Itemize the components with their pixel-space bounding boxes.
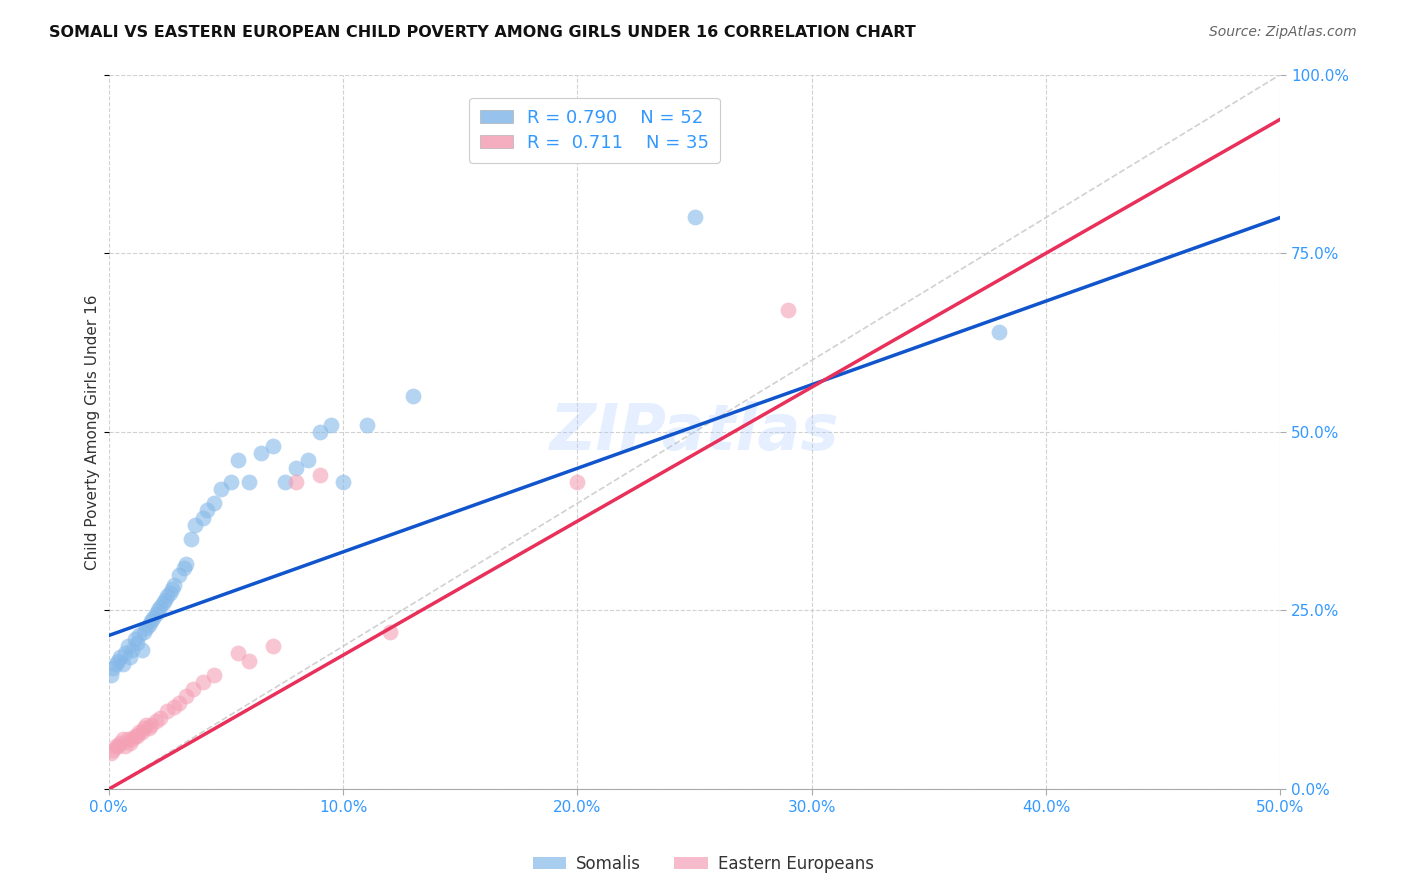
Point [402, 389, 425, 403]
Point [149, 711, 172, 725]
Point [209, 482, 232, 496]
Point [111, 732, 134, 747]
Point [131, 642, 153, 657]
Point [100, 747, 122, 761]
Point [202, 668, 225, 682]
Point [128, 725, 150, 739]
Text: ZIPatlas: ZIPatlas [550, 401, 839, 463]
Point [238, 475, 260, 489]
Point [173, 560, 195, 574]
Point [226, 646, 249, 660]
Point [142, 610, 165, 624]
Point [163, 700, 186, 714]
Point [104, 657, 127, 671]
Point [100, 668, 122, 682]
Point [139, 614, 162, 628]
Point [226, 453, 249, 467]
Point [250, 446, 273, 460]
Point [356, 417, 378, 432]
Point [181, 682, 204, 697]
Point [118, 649, 141, 664]
Point [163, 578, 186, 592]
Point [778, 303, 800, 318]
Point [195, 503, 218, 517]
Point [114, 646, 136, 660]
Point [121, 732, 143, 747]
Point [238, 653, 260, 667]
Point [156, 589, 179, 603]
Point [124, 729, 146, 743]
Point [132, 722, 155, 736]
Point [114, 739, 136, 754]
Point [174, 690, 197, 704]
Point [103, 660, 125, 674]
Point [156, 704, 179, 718]
Point [146, 603, 169, 617]
Point [145, 607, 167, 621]
Point [138, 617, 160, 632]
Point [297, 453, 319, 467]
Point [683, 211, 706, 225]
Point [117, 639, 139, 653]
Point [988, 325, 1011, 339]
Point [103, 743, 125, 757]
Point [378, 624, 401, 639]
Point [160, 582, 183, 596]
Point [104, 739, 127, 754]
Point [135, 621, 157, 635]
Point [125, 635, 148, 649]
Point [124, 632, 146, 646]
Point [191, 675, 214, 690]
Point [145, 714, 167, 729]
Point [308, 425, 330, 439]
Point [107, 739, 129, 754]
Point [321, 417, 343, 432]
Point [159, 585, 181, 599]
Text: SOMALI VS EASTERN EUROPEAN CHILD POVERTY AMONG GIRLS UNDER 16 CORRELATION CHART: SOMALI VS EASTERN EUROPEAN CHILD POVERTY… [49, 25, 915, 40]
Point [118, 736, 141, 750]
Point [110, 736, 132, 750]
Point [332, 475, 354, 489]
Point [149, 599, 172, 614]
Point [202, 496, 225, 510]
Legend: Somalis, Eastern Europeans: Somalis, Eastern Europeans [526, 848, 880, 880]
Point [285, 460, 308, 475]
Legend: R = 0.790    N = 52, R =  0.711    N = 35: R = 0.790 N = 52, R = 0.711 N = 35 [470, 98, 720, 162]
Point [180, 532, 202, 546]
Point [174, 557, 197, 571]
Point [308, 467, 330, 482]
Point [121, 642, 143, 657]
Point [262, 639, 284, 653]
Point [191, 510, 214, 524]
Point [110, 649, 132, 664]
Point [167, 567, 190, 582]
Point [117, 732, 139, 747]
Point [184, 517, 207, 532]
Point [135, 718, 157, 732]
Y-axis label: Child Poverty Among Girls Under 16: Child Poverty Among Girls Under 16 [86, 294, 100, 570]
Point [131, 725, 153, 739]
Point [128, 628, 150, 642]
Point [273, 475, 295, 489]
Point [138, 722, 160, 736]
Point [567, 475, 589, 489]
Point [262, 439, 284, 453]
Point [125, 729, 148, 743]
Point [219, 475, 242, 489]
Point [139, 718, 162, 732]
Point [152, 596, 174, 610]
Point [111, 657, 134, 671]
Point [107, 653, 129, 667]
Text: Source: ZipAtlas.com: Source: ZipAtlas.com [1209, 25, 1357, 39]
Point [153, 592, 176, 607]
Point [167, 697, 190, 711]
Point [285, 475, 308, 489]
Point [132, 624, 155, 639]
